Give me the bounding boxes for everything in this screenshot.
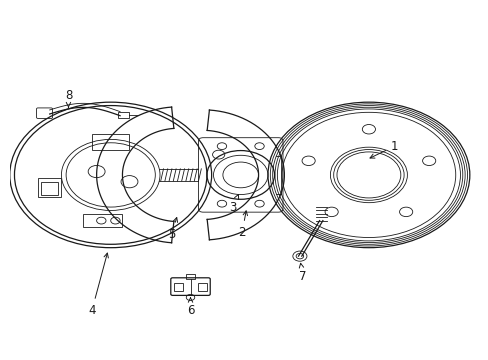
Text: 4: 4 [88, 253, 108, 317]
Text: 8: 8 [64, 89, 72, 108]
Text: 7: 7 [299, 263, 306, 283]
Text: 2: 2 [238, 211, 247, 239]
Text: 3: 3 [228, 194, 238, 213]
Text: 5: 5 [168, 217, 177, 240]
Text: 1: 1 [369, 140, 398, 158]
Text: 6: 6 [186, 298, 194, 317]
